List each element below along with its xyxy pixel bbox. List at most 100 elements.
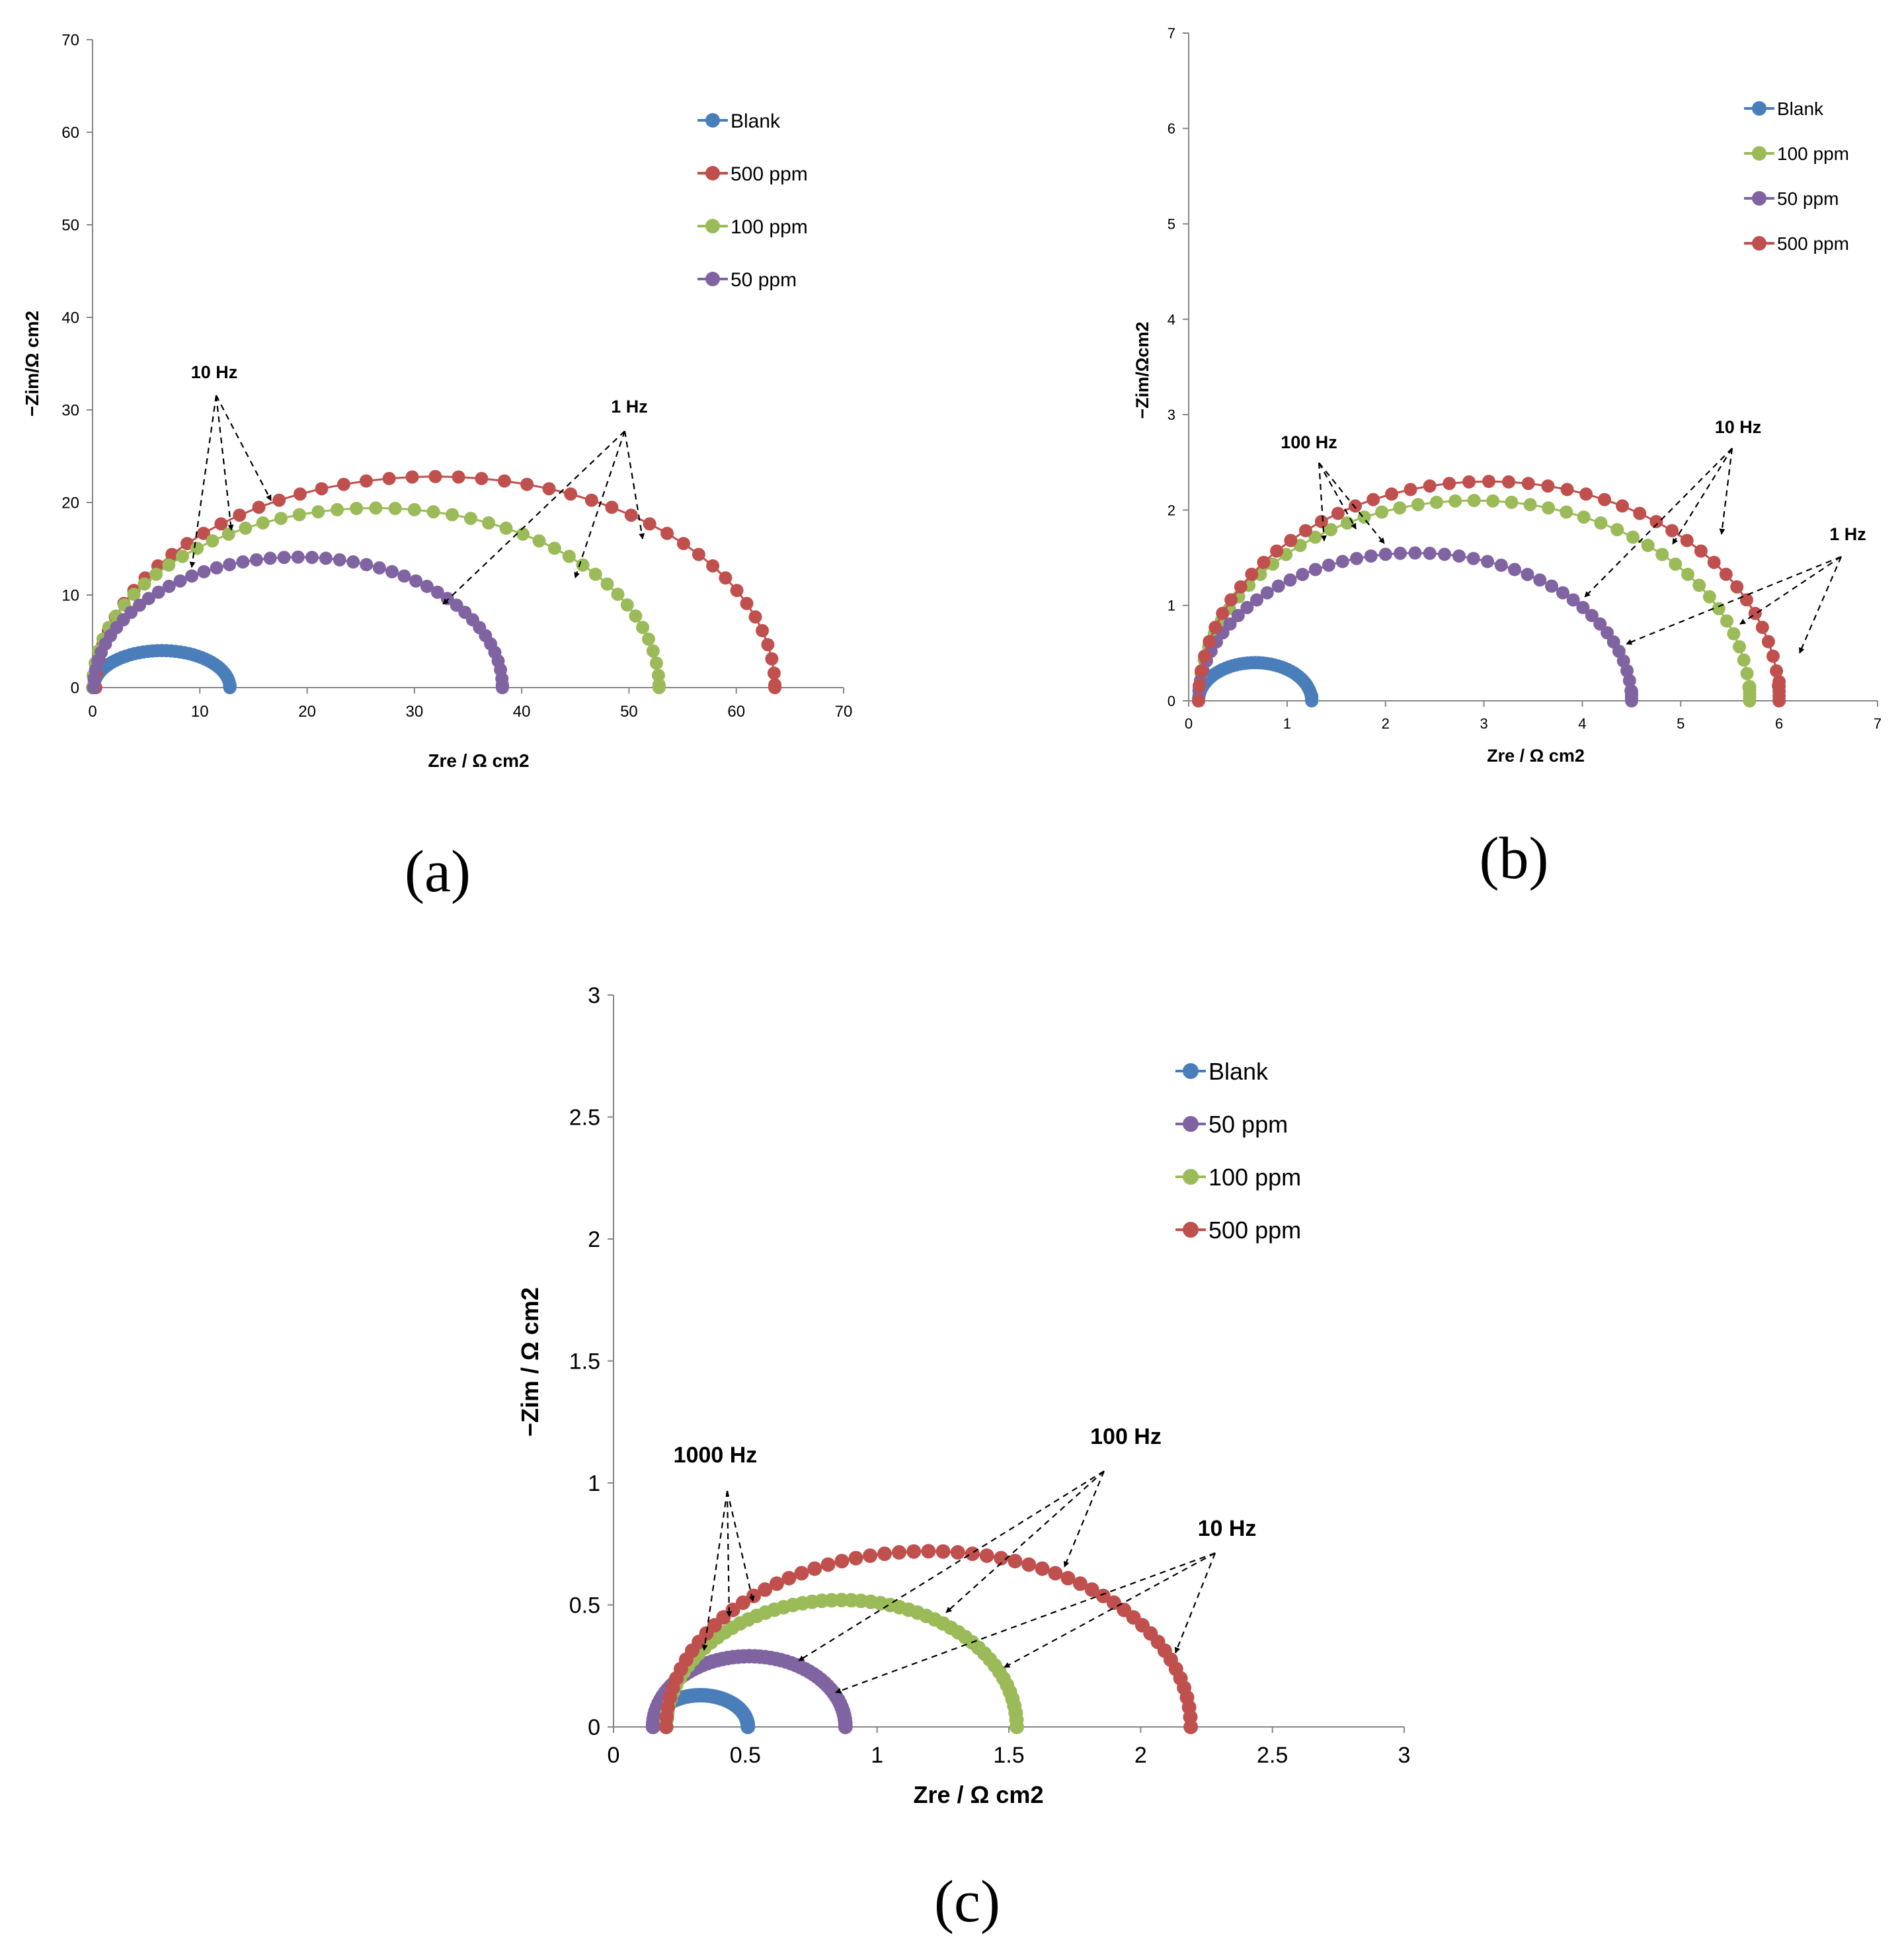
annotation-label: 1000 Hz xyxy=(674,1443,758,1468)
data-point xyxy=(1404,483,1417,497)
data-point xyxy=(1234,580,1248,594)
annotation-arrow xyxy=(1719,448,1733,535)
data-point xyxy=(495,678,509,692)
data-point xyxy=(767,666,781,680)
data-point xyxy=(292,508,306,522)
data-point xyxy=(1443,477,1456,491)
annotation-arrow xyxy=(726,1490,755,1602)
data-point xyxy=(547,541,561,555)
annotation-arrow xyxy=(798,1470,1105,1661)
x-tick-label: 30 xyxy=(406,703,424,721)
annotation-arrow xyxy=(1672,448,1733,545)
data-point xyxy=(1423,546,1437,560)
data-point xyxy=(848,1550,863,1566)
annotation-arrow xyxy=(1584,448,1733,598)
data-point xyxy=(430,585,444,599)
data-point xyxy=(646,644,660,658)
data-point xyxy=(1486,494,1500,508)
data-point xyxy=(1665,524,1679,538)
data-point xyxy=(758,1582,773,1597)
data-point xyxy=(1393,501,1407,515)
data-point xyxy=(636,621,650,634)
y-tick-label: 0 xyxy=(71,680,79,698)
data-point xyxy=(1624,684,1638,698)
data-point xyxy=(138,577,151,591)
y-tick-label: 60 xyxy=(61,124,79,142)
data-point xyxy=(197,565,211,579)
x-tick-label: 0 xyxy=(1185,715,1193,732)
x-tick-label: 1 xyxy=(1283,715,1291,732)
data-point xyxy=(520,477,534,491)
legend-label: 100 ppm xyxy=(1777,143,1849,164)
data-point xyxy=(1566,593,1580,607)
x-tick-label: 2 xyxy=(1134,1743,1147,1768)
x-axis-title: Zre / Ω cm2 xyxy=(1487,746,1585,766)
y-tick-label: 20 xyxy=(61,495,79,512)
data-point xyxy=(180,537,194,551)
data-point xyxy=(206,534,219,548)
annotation-label: 1 Hz xyxy=(611,397,648,417)
data-point xyxy=(730,584,744,598)
legend-swatch-marker xyxy=(1183,1063,1199,1079)
x-axis-title: Zre / Ω cm2 xyxy=(428,750,529,771)
data-point xyxy=(249,553,263,567)
data-point xyxy=(1283,573,1297,587)
legend-label: 50 ppm xyxy=(731,269,797,291)
legend-label: 500 ppm xyxy=(731,163,808,185)
panel-caption: (c) xyxy=(934,1869,1000,1935)
data-point xyxy=(756,623,770,637)
data-point xyxy=(346,555,360,569)
data-point xyxy=(1720,614,1733,628)
data-point xyxy=(1622,674,1636,688)
legend-item: Blank xyxy=(1175,1058,1269,1085)
data-point xyxy=(1095,1588,1111,1603)
data-point xyxy=(1378,547,1392,561)
data-point xyxy=(1010,1720,1024,1734)
data-point xyxy=(1245,567,1259,581)
data-point xyxy=(649,657,663,670)
data-point xyxy=(369,501,383,515)
x-tick-label: 10 xyxy=(191,703,209,721)
x-tick-label: 40 xyxy=(513,703,531,721)
data-point xyxy=(1008,1554,1023,1569)
y-tick-label: 3 xyxy=(1168,407,1175,423)
legend-label: 100 ppm xyxy=(1209,1164,1301,1191)
series-line xyxy=(91,506,660,688)
data-point xyxy=(1761,635,1775,649)
data-point xyxy=(293,487,307,501)
data-point xyxy=(1073,1576,1088,1591)
data-point xyxy=(337,477,350,491)
y-axis-title: −Zim/Ω cm2 xyxy=(22,311,42,417)
data-point xyxy=(1203,635,1216,649)
data-point xyxy=(1260,586,1274,600)
data-point xyxy=(748,610,762,624)
annotation-label: 1 Hz xyxy=(1829,524,1866,544)
data-point xyxy=(834,1554,850,1569)
data-point xyxy=(1257,555,1271,569)
data-point xyxy=(1494,558,1508,572)
data-point xyxy=(532,534,546,548)
data-point xyxy=(692,547,705,561)
data-point xyxy=(1692,579,1706,592)
data-point xyxy=(1680,534,1694,547)
y-tick-label: 4 xyxy=(1168,311,1175,328)
data-point xyxy=(1298,524,1312,538)
data-point xyxy=(1740,666,1754,680)
annotation-arrow xyxy=(945,1470,1105,1613)
data-point xyxy=(1035,1561,1050,1576)
annotation-arrow xyxy=(726,1490,733,1617)
data-point xyxy=(1423,479,1437,493)
data-point xyxy=(1521,567,1534,581)
x-tick-label: 6 xyxy=(1775,715,1783,732)
annotation-arrow xyxy=(1318,462,1385,544)
data-point xyxy=(877,1546,892,1562)
data-point xyxy=(405,470,419,484)
data-point xyxy=(1305,689,1319,703)
data-point xyxy=(1727,627,1741,641)
data-point xyxy=(1681,567,1694,581)
frequency-annotation: 10 Hz xyxy=(1584,417,1761,598)
data-point xyxy=(1594,516,1608,530)
data-point xyxy=(1284,534,1298,547)
data-point xyxy=(185,569,199,583)
y-tick-label: 30 xyxy=(61,402,79,420)
